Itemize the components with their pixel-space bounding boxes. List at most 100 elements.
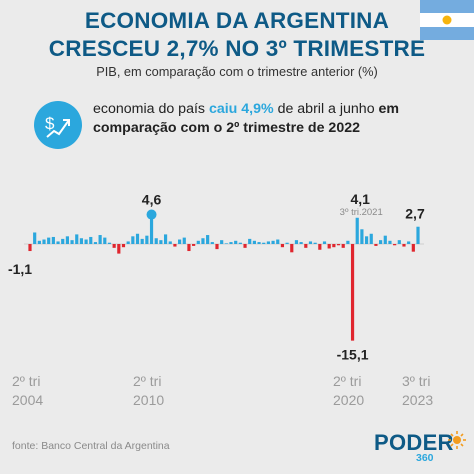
- bar: [322, 241, 327, 244]
- bar: [93, 242, 98, 244]
- bar: [383, 235, 387, 244]
- title-line-2: CRESCEU 2,7% NO 3º TRIMESTRE: [48, 36, 426, 61]
- x-label-2010: 2º tri 2010: [133, 372, 164, 410]
- argentina-flag-icon: [420, 0, 474, 40]
- bar: [168, 241, 172, 244]
- bar: [411, 244, 415, 252]
- x-label-2023: 3º tri 2023: [402, 372, 433, 410]
- bar: [224, 243, 228, 244]
- bar: [56, 241, 60, 244]
- bar: [252, 240, 256, 244]
- x-label-2020-line1: 2º tri: [333, 373, 362, 389]
- bar: [248, 238, 252, 244]
- x-label-2020: 2º tri 2020: [333, 372, 364, 410]
- bar: [397, 240, 401, 244]
- source-note: fonte: Banco Central da Argentina: [12, 440, 170, 452]
- bar: [364, 236, 369, 244]
- x-label-2023-line1: 3º tri: [402, 373, 431, 389]
- note-text-before: economia do país: [93, 101, 209, 117]
- x-label-2010-line1: 2º tri: [133, 373, 162, 389]
- bar: [84, 239, 88, 244]
- bar: [416, 226, 420, 244]
- bar: [243, 244, 247, 248]
- bar: [407, 241, 411, 244]
- bar: [126, 241, 130, 244]
- data-label: -15,1: [337, 347, 369, 363]
- bar: [285, 242, 289, 244]
- bar: [313, 242, 317, 244]
- bar: [154, 238, 158, 244]
- bar: [98, 235, 102, 244]
- bar: [107, 242, 112, 244]
- bar: [112, 244, 116, 248]
- data-label: 4,1: [350, 191, 370, 207]
- bar: [369, 233, 373, 244]
- svg-text:$: $: [45, 114, 55, 133]
- dollar-growth-icon: $: [34, 101, 82, 149]
- bar: [327, 244, 331, 249]
- bar: [131, 236, 135, 244]
- x-label-2023-line2: 2023: [402, 392, 434, 408]
- bar: [61, 238, 65, 244]
- bar: [238, 242, 242, 244]
- bar: [159, 240, 163, 244]
- poder360-logo: PODER 360: [374, 430, 466, 470]
- bar: [355, 217, 359, 244]
- bar: [220, 240, 224, 244]
- bar: [290, 244, 294, 253]
- bar: [393, 244, 397, 246]
- bar: [70, 240, 74, 244]
- x-label-2004-line1: 2º tri: [12, 373, 41, 389]
- data-label: 2,7: [405, 206, 425, 222]
- x-label-2004: 2º tri 2004: [12, 372, 43, 410]
- bar: [135, 233, 140, 244]
- bar: [149, 214, 154, 244]
- bar: [178, 239, 182, 244]
- bar: [257, 242, 261, 244]
- bar: [89, 236, 93, 244]
- bar: [350, 244, 355, 341]
- bar: [121, 244, 126, 248]
- bar: [163, 234, 168, 244]
- bar: [210, 242, 214, 244]
- title-line-1: ECONOMIA DA ARGENTINA: [84, 8, 390, 33]
- bar: [33, 232, 37, 244]
- x-label-2010-line2: 2010: [133, 392, 165, 408]
- bar: [318, 244, 322, 250]
- bar: [388, 240, 392, 244]
- bar: [28, 244, 32, 252]
- bar: [234, 240, 238, 244]
- bar: [346, 240, 350, 244]
- bar: [360, 229, 364, 244]
- bar: [266, 241, 270, 244]
- bar: [280, 244, 285, 248]
- bar: [294, 240, 299, 244]
- bar: [173, 244, 177, 247]
- bar: [75, 234, 79, 244]
- data-sublabel: 3º tri.2021: [340, 207, 383, 218]
- note-highlight: caiu 4,9%: [208, 101, 274, 117]
- bar: [206, 235, 210, 244]
- bar: [341, 244, 345, 248]
- bar: [215, 244, 219, 250]
- bar: [140, 238, 144, 244]
- data-label: -1,1: [8, 261, 32, 277]
- bar: [182, 237, 186, 244]
- bar: [304, 244, 308, 248]
- bar: [79, 238, 84, 244]
- bar: [37, 240, 41, 244]
- note-text-middle: de abril a junho: [273, 101, 379, 117]
- bar: [65, 236, 69, 244]
- logo-number: 360: [416, 452, 434, 464]
- bar: [201, 238, 205, 244]
- logo-word: PODER: [374, 430, 454, 455]
- bar: [336, 244, 341, 246]
- bar: [308, 241, 313, 244]
- bar: [51, 236, 55, 244]
- bar: [402, 244, 406, 247]
- bar: [299, 242, 303, 244]
- bar: [145, 235, 149, 244]
- bar: [229, 242, 233, 244]
- data-label: 4,6: [142, 192, 162, 208]
